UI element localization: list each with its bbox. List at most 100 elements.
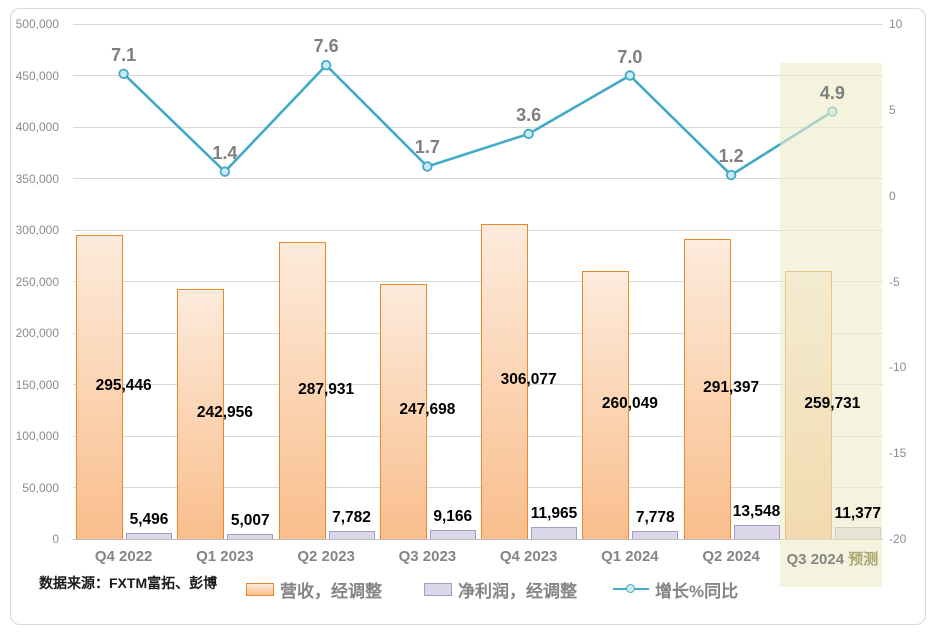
right-axis-tick: 0 [889,188,896,203]
right-axis-tick: -15 [889,446,907,461]
left-axis-tick: 250,000 [15,274,59,289]
revenue-bar [379,283,427,539]
x-axis-label: Q2 2023 [266,548,387,568]
net-profit-bar [733,525,780,539]
x-axis-label: Q1 2023 [164,548,285,568]
revenue-bar [177,288,225,539]
x-axis-label: Q1 2024 [569,548,690,568]
net-profit-value-label: 13,548 [732,503,781,521]
plot-area: 295,446 5,496 242,956 5,007 287,931 7,782 247,… [73,23,883,540]
net-profit-value-label: 5,496 [129,511,169,529]
revenue-swatch-icon [246,582,274,596]
revenue-bar [76,234,123,539]
left-axis-tick: 400,000 [15,120,59,134]
gridline [73,75,883,76]
x-axis-label: Q4 2022 [63,548,184,568]
gridline [73,229,883,231]
growth-marker [523,128,534,140]
x-axis-label-text: Q4 2023 [499,548,558,565]
right-axis-tick: -10 [889,360,907,375]
growth-value-label: 7.0 [617,46,643,67]
left-axis-tick: 200,000 [15,326,59,340]
x-axis-label: Q2 2024 [671,548,792,568]
net-profit-bar [227,533,274,539]
gridline [73,178,883,179]
gridline [73,487,883,488]
growth-value-label: 1.4 [212,142,238,163]
left-axis-tick: 0 [52,532,59,546]
gridline [73,23,883,25]
revenue-value-label: 295,446 [95,376,152,394]
growth-line-chart [118,60,838,181]
left-axis-tick: 350,000 [15,171,59,186]
x-axis-label-text: Q3 2024 [786,551,845,568]
source-note: 数据来源：FXTM富拓、彭博 [39,575,218,591]
x-axis-label: Q3 2023 [367,548,488,568]
gridline [73,332,883,334]
growth-value-label: 1.2 [718,146,744,167]
growth-marker [725,169,737,181]
left-axis-tick: 50,000 [22,480,59,495]
legend-item-revenue: 营收，经调整 [246,578,382,601]
gridline [73,281,883,282]
x-axis-line [73,538,883,540]
left-axis-tick: 150,000 [15,377,59,392]
revenue-bar [582,271,630,539]
x-axis-label-text: Q1 2023 [196,548,254,565]
net-profit-bar [531,526,577,539]
revenue-value-label: 242,956 [196,403,253,421]
revenue-value-label: 259,731 [804,395,861,413]
growth-marker [320,60,332,71]
right-axis-tick: 5 [889,102,896,117]
gridline [73,435,883,437]
gridline [73,384,883,385]
net-profit-value-label: 11,377 [834,505,882,523]
chart-card: 500,000 450,000 400,000 350,000 300,000 250,0… [10,8,926,625]
revenue-bar [481,223,528,539]
growth-value-label: 3.6 [516,104,542,125]
growth-marker [118,68,129,79]
revenue-value-label: 306,077 [500,371,557,389]
x-axis-label: Q4 2023 [468,548,589,568]
legend-line-marker [626,584,635,593]
forecast-suffix-label: 预测 [844,551,879,568]
right-axis-tick: -20 [889,532,907,546]
revenue-bar [683,238,731,539]
left-axis-tick: 100,000 [15,429,59,443]
x-axis-label-text: Q2 2023 [297,548,355,565]
net-profit-value-label: 7,782 [332,508,371,526]
net-profit-bar [429,529,476,539]
net-profit-value-label: 5,007 [230,511,270,529]
net-profit-swatch-icon [424,582,452,596]
legend-label: 增长%同比 [655,581,739,601]
left-axis-tick: 500,000 [15,17,59,31]
net-profit-bar [632,531,679,539]
legend-label: 净利润，经调整 [458,581,577,601]
net-profit-bar [328,531,375,539]
growth-line-swatch-icon [613,583,649,596]
x-axis-label-text: Q3 2023 [398,548,457,565]
growth-value-label: 7.6 [313,36,339,57]
legend-label: 营收，经调整 [280,581,382,601]
net-profit-bar [126,533,172,539]
growth-marker [827,106,838,117]
net-profit-value-label: 7,778 [635,508,675,526]
growth-line [122,63,834,177]
x-axis-label-text: Q1 2024 [601,548,659,565]
growth-value-label: 4.9 [819,82,845,103]
legend-item-growth: 增长%同比 [613,578,739,601]
revenue-value-label: 287,931 [298,380,355,398]
left-axis-tick: 300,000 [15,223,59,237]
net-profit-value-label: 9,166 [433,507,473,525]
revenue-value-label: 260,049 [601,395,658,413]
growth-marker [624,70,636,81]
x-axis-label: Q3 2024 预测 [772,548,893,568]
net-profit-value-label: 11,965 [530,504,578,522]
revenue-value-label: 247,698 [399,401,456,419]
legend-item-net-profit: 净利润，经调整 [424,578,577,601]
growth-value-label: 7.1 [111,44,137,65]
x-axis-label-text: Q2 2024 [702,548,760,565]
revenue-bar [278,242,326,539]
growth-marker [422,161,433,172]
